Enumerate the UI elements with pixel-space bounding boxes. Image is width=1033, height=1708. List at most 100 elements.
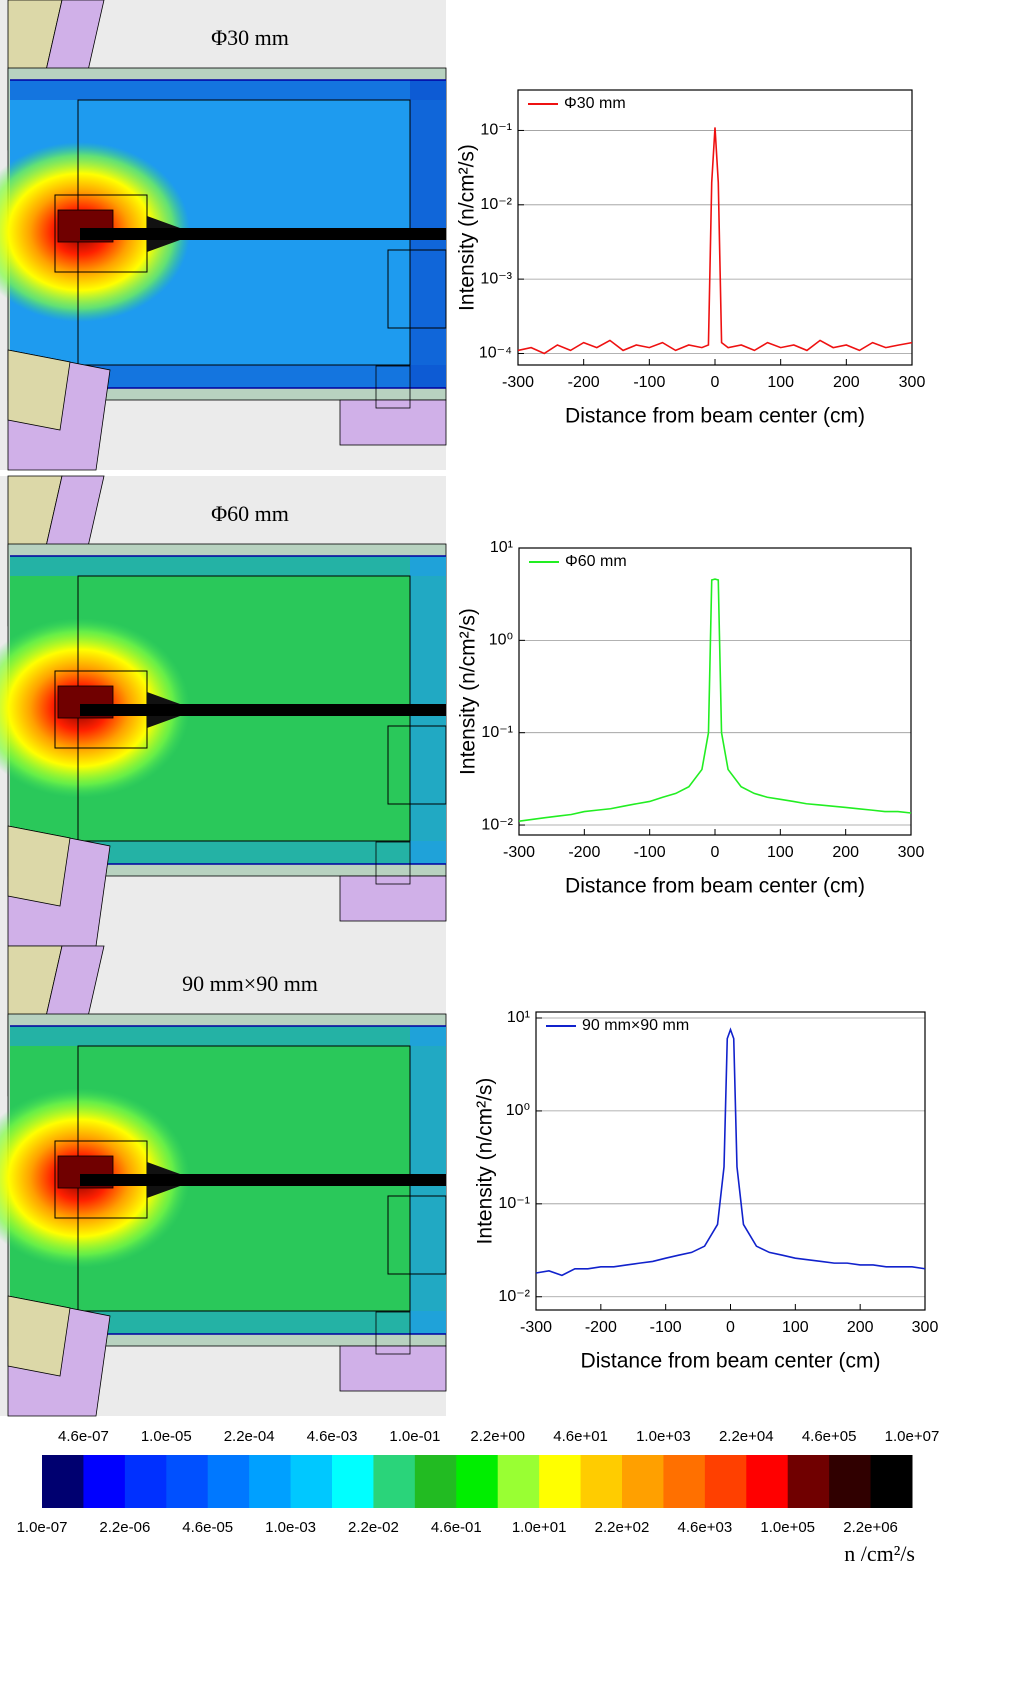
colorbar-swatch	[83, 1455, 126, 1508]
flux-edge	[10, 1311, 446, 1334]
x-tick-label: -200	[585, 1319, 617, 1336]
x-tick-label: -100	[634, 844, 666, 861]
x-tick-label: -200	[568, 374, 600, 391]
y-tick-label: 10⁻⁴	[479, 345, 512, 362]
y-axis-title: Intensity (n/cm²/s)	[457, 608, 480, 775]
flux-edge	[10, 841, 446, 864]
y-tick-label: 10⁰	[506, 1102, 530, 1119]
colorbar-swatch	[622, 1455, 664, 1508]
legend-label: 90 mm×90 mm	[582, 1017, 689, 1034]
colorbar-swatch	[663, 1455, 706, 1508]
legend-label: Φ60 mm	[565, 553, 627, 570]
shield-block	[7, 1295, 71, 1377]
colorbar-label: 2.2e+06	[843, 1519, 898, 1536]
colorbar-swatch	[704, 1455, 747, 1508]
x-tick-label: -200	[568, 844, 600, 861]
map-panel: Φ60 mm	[0, 475, 447, 947]
colorbar-swatch	[456, 1455, 499, 1508]
y-tick-label: 10⁻²	[480, 196, 512, 213]
map-title: 90 mm×90 mm	[182, 971, 318, 996]
map-title: Φ30 mm	[211, 25, 289, 50]
y-tick-label: 10¹	[507, 1009, 530, 1026]
flux-edge	[10, 365, 446, 388]
x-tick-label: 100	[767, 844, 794, 861]
y-tick-label: 10⁻³	[480, 270, 512, 287]
shield-block	[339, 1345, 447, 1392]
map-title: Φ60 mm	[211, 501, 289, 526]
x-tick-label: -300	[503, 844, 535, 861]
y-tick-label: 10⁻¹	[481, 724, 513, 741]
colorbar-label: 4.6e-05	[182, 1519, 233, 1536]
colorbar-label: 4.6e-01	[431, 1519, 482, 1536]
x-tick-label: 300	[912, 1319, 939, 1336]
y-tick-label: 10⁻¹	[480, 122, 512, 139]
colorbar-label: 2.2e+02	[595, 1519, 650, 1536]
x-axis-title: Distance from beam center (cm)	[565, 405, 865, 428]
map-panel: Φ30 mm	[0, 0, 447, 471]
colorbar-label: 2.2e-02	[348, 1519, 399, 1536]
flux-edge	[10, 80, 446, 100]
y-tick-label: 10⁻¹	[498, 1195, 530, 1212]
colorbar-label: 4.6e+01	[553, 1428, 608, 1445]
shield-block	[7, 349, 71, 431]
colorbar-label: 4.6e-03	[307, 1428, 358, 1445]
colorbar-swatch	[746, 1455, 789, 1508]
shield-block	[375, 365, 411, 409]
flux-edge	[10, 1026, 446, 1046]
y-axis-title: Intensity (n/cm²/s)	[456, 144, 479, 311]
colorbar-label: 2.2e-06	[99, 1519, 150, 1536]
legend-label: Φ30 mm	[564, 95, 626, 112]
colorbar-label: 1.0e-01	[389, 1428, 440, 1445]
colorbar-label: 4.6e-07	[58, 1428, 109, 1445]
colorbar-swatch	[332, 1455, 374, 1508]
flux-edge	[10, 556, 446, 576]
colorbar-swatch	[414, 1455, 457, 1508]
beam-line	[80, 704, 446, 716]
y-tick-label: 10¹	[490, 539, 513, 556]
data-line	[517, 127, 913, 355]
plot-frame	[535, 1011, 926, 1311]
y-axis-title: Intensity (n/cm²/s)	[474, 1078, 497, 1245]
colorbar-swatch	[207, 1455, 250, 1508]
y-tick-label: 10⁻²	[498, 1288, 530, 1305]
data-line	[518, 578, 912, 823]
colorbar-swatch	[290, 1455, 333, 1508]
colorbar-swatch	[166, 1455, 209, 1508]
x-tick-label: -300	[520, 1319, 552, 1336]
colorbar-swatch	[124, 1455, 167, 1508]
colorbar-label: 1.0e+05	[760, 1519, 815, 1536]
x-tick-label: 200	[833, 374, 860, 391]
colorbar-label: 1.0e+01	[512, 1519, 567, 1536]
y-tick-label: 10⁻²	[481, 816, 513, 833]
y-tick-label: 10⁰	[489, 632, 513, 649]
colorbar-label: 1.0e-03	[265, 1519, 316, 1536]
x-tick-label: 200	[832, 844, 859, 861]
plot-frame	[517, 89, 913, 366]
x-tick-label: 100	[782, 1319, 809, 1336]
x-tick-label: 200	[847, 1319, 874, 1336]
x-axis-title: Distance from beam center (cm)	[565, 875, 865, 898]
shield-block	[339, 875, 447, 922]
colorbar-swatch	[42, 1455, 84, 1508]
x-tick-label: -300	[502, 374, 534, 391]
data-line	[535, 1027, 926, 1277]
colorbar-swatch	[539, 1455, 582, 1508]
colorbar-unit: n /cm²/s	[844, 1541, 915, 1566]
map-panel: 90 mm×90 mm	[0, 945, 447, 1417]
colorbar-label: 1.0e+03	[636, 1428, 691, 1445]
x-tick-label: -100	[633, 374, 665, 391]
x-tick-label: 0	[726, 1319, 735, 1336]
shield-block	[339, 399, 447, 446]
shield-block	[375, 841, 411, 885]
shield-block	[375, 1311, 411, 1355]
beam-line	[80, 1174, 446, 1186]
wall-outline	[387, 249, 447, 329]
x-axis-title: Distance from beam center (cm)	[581, 1350, 881, 1373]
colorbar-swatch	[497, 1455, 540, 1508]
beam-line	[80, 228, 446, 240]
x-tick-label: 0	[711, 374, 720, 391]
colorbar-label: 4.6e+05	[802, 1428, 857, 1445]
colorbar-label: 2.2e+00	[470, 1428, 525, 1445]
colorbar-swatch	[870, 1455, 913, 1508]
